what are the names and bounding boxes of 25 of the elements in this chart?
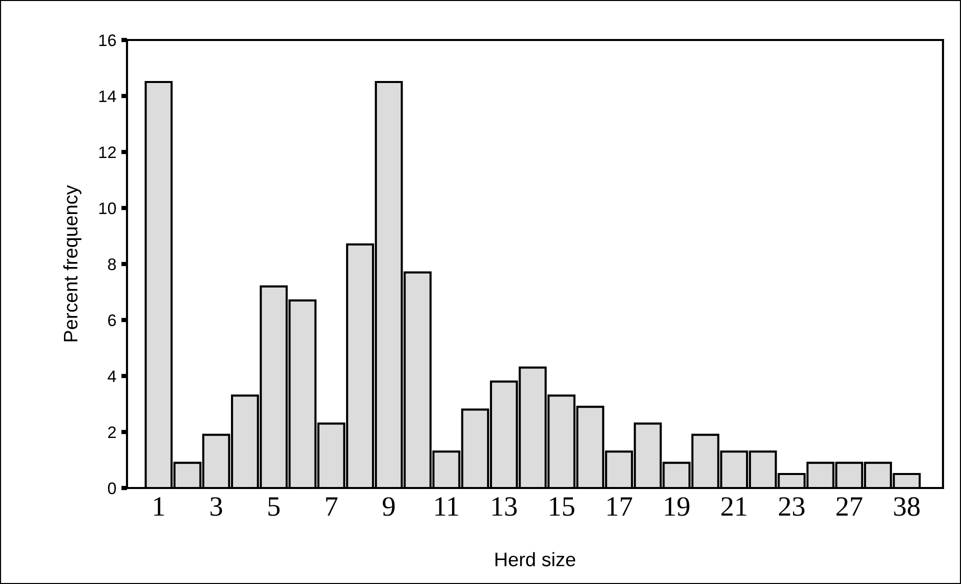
x-tick-label: 38 (894, 497, 920, 516)
y-tick-label: 12 (99, 146, 116, 158)
x-tick-label: 1 (154, 497, 164, 516)
y-tick-label: 10 (99, 202, 116, 214)
y-tick-label: 2 (108, 426, 116, 438)
x-tick-label: 15 (550, 497, 574, 516)
x-tick-label: 5 (268, 497, 280, 516)
x-axis-title: Herd size (496, 552, 576, 566)
y-axis-title: Percent frequency (63, 185, 82, 342)
y-tick-label: 0 (108, 482, 116, 494)
x-tick-label: 17 (608, 497, 632, 516)
x-tick-label: 9 (382, 497, 395, 516)
x-tick-label: 27 (836, 497, 862, 516)
x-tick-label: 7 (326, 497, 338, 516)
y-tick-label: 16 (99, 34, 116, 46)
y-tick-label: 8 (108, 258, 116, 270)
x-tick-label: 11 (435, 497, 458, 516)
x-tick-label: 21 (721, 497, 746, 516)
y-tick-label: 6 (108, 314, 116, 326)
x-tick-label: 13 (492, 497, 517, 516)
x-tick-label: 3 (210, 497, 222, 516)
x-tick-label: 19 (665, 497, 690, 516)
y-tick-label: 14 (99, 90, 116, 102)
y-tick-label: 4 (108, 370, 116, 382)
x-tick-label: 23 (778, 497, 804, 516)
